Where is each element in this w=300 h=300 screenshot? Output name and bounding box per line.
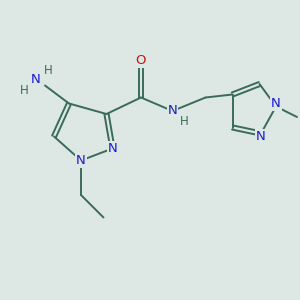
Text: N: N [108,142,117,155]
Text: N: N [31,73,41,86]
Text: N: N [168,104,177,118]
Text: H: H [20,83,28,97]
Text: N: N [76,154,86,167]
Text: N: N [271,97,281,110]
Text: H: H [180,115,189,128]
Text: N: N [256,130,266,143]
Text: H: H [44,64,52,77]
Text: O: O [136,53,146,67]
